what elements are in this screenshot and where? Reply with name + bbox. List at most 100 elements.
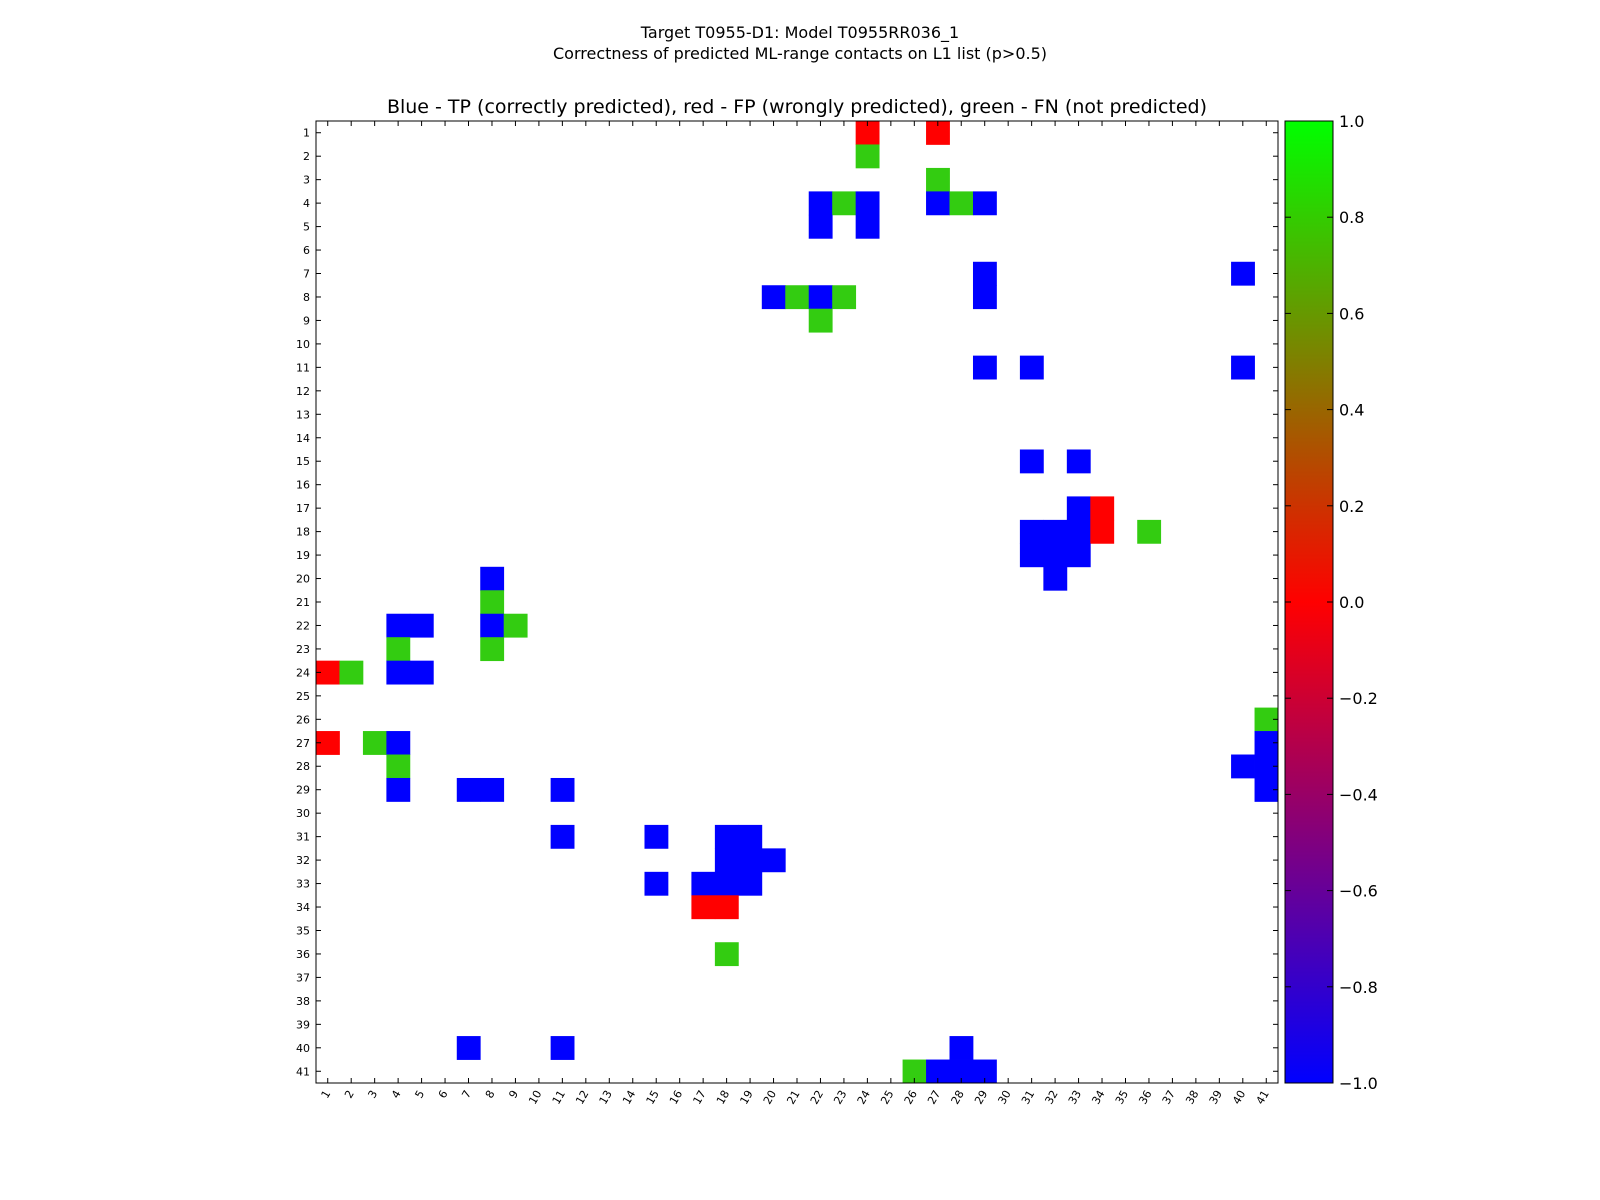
- x-tick-label-18: 18: [714, 1088, 732, 1107]
- cell-tp-19-32: [1043, 543, 1068, 568]
- cell-tp-33-15: [644, 871, 669, 896]
- cell-tp-18-31: [1019, 519, 1044, 544]
- y-tick-label-11: 11: [296, 361, 310, 374]
- x-tick-label-30: 30: [996, 1088, 1014, 1107]
- cell-fn-21-8: [480, 590, 505, 615]
- cell-tp-40-11: [550, 1036, 575, 1060]
- x-tick-label-25: 25: [878, 1088, 896, 1107]
- cell-tp-5-24: [855, 214, 880, 239]
- cell-tp-8-22: [808, 285, 833, 310]
- x-tick-label-38: 38: [1183, 1088, 1201, 1107]
- cell-tp-27-41: [1254, 731, 1279, 755]
- y-tick-label-40: 40: [296, 1042, 310, 1055]
- cell-tp-40-28: [949, 1036, 974, 1060]
- y-tick-label-20: 20: [296, 573, 310, 586]
- cell-fn-4-28: [949, 191, 974, 216]
- cell-fp-1-27: [926, 121, 950, 145]
- colorbar-tick-label-0: 1.0: [1339, 112, 1364, 131]
- x-tick-label-14: 14: [620, 1088, 638, 1107]
- x-tick-label-20: 20: [761, 1088, 779, 1107]
- heatmap-cells: [316, 121, 1279, 1084]
- cell-tp-18-33: [1066, 519, 1091, 544]
- x-tick-label-8: 8: [483, 1088, 498, 1101]
- cell-tp-32-19: [738, 848, 763, 873]
- colorbar-tick-label-2: 0.6: [1339, 304, 1364, 323]
- x-tick-label-41: 41: [1254, 1088, 1272, 1107]
- y-tick-label-26: 26: [296, 713, 310, 726]
- y-tick-label-16: 16: [296, 479, 310, 492]
- colorbar-tick-label-8: −0.6: [1339, 882, 1378, 901]
- y-tick-label-21: 21: [296, 596, 310, 609]
- y-tick-label-33: 33: [296, 878, 310, 891]
- y-tick-label-32: 32: [296, 854, 310, 867]
- cell-tp-31-15: [644, 824, 669, 849]
- y-tick-label-34: 34: [296, 901, 310, 914]
- cell-tp-22-5: [409, 613, 434, 638]
- x-tick-label-1: 1: [319, 1088, 334, 1101]
- cell-fn-23-8: [480, 637, 505, 662]
- cell-tp-20-8: [480, 566, 505, 591]
- cell-fp-17-34: [1090, 496, 1115, 521]
- cell-tp-24-5: [409, 660, 434, 685]
- x-tick-label-15: 15: [644, 1088, 662, 1107]
- axis-ticks: 1122334455667788991010111112121313141415…: [296, 121, 1278, 1107]
- cell-tp-29-7: [456, 777, 481, 802]
- cell-tp-27-4: [386, 731, 411, 755]
- x-tick-label-35: 35: [1113, 1088, 1131, 1107]
- colorbar-ticks: 1.0 0.8 0.6 0.4 0.2 0.0 −0.2 −0.4 −0.6 −0.8 −1.0: [1285, 112, 1378, 1093]
- cell-fn-36-18: [714, 942, 739, 967]
- x-tick-label-9: 9: [506, 1088, 521, 1101]
- y-tick-label-22: 22: [296, 619, 310, 632]
- cell-fn-27-3: [362, 731, 387, 755]
- y-tick-label-23: 23: [296, 643, 310, 656]
- y-tick-label-36: 36: [296, 948, 310, 961]
- y-tick-label-17: 17: [296, 502, 310, 515]
- x-tick-label-5: 5: [412, 1088, 427, 1101]
- x-tick-label-32: 32: [1042, 1088, 1060, 1107]
- cell-fn-9-22: [808, 308, 833, 333]
- cell-tp-32-18: [714, 848, 739, 873]
- y-tick-label-27: 27: [296, 737, 310, 750]
- x-tick-label-31: 31: [1019, 1088, 1037, 1107]
- chart-title: Target T0955-D1: Model T0955RR036_1: [640, 23, 959, 43]
- cell-tp-4-24: [855, 191, 880, 216]
- x-tick-label-12: 12: [573, 1088, 591, 1107]
- x-tick-label-7: 7: [459, 1088, 474, 1101]
- y-tick-label-31: 31: [296, 831, 310, 844]
- colorbar-tick-label-7: −0.4: [1339, 785, 1378, 804]
- y-tick-label-5: 5: [303, 221, 310, 234]
- y-tick-label-12: 12: [296, 385, 310, 398]
- x-tick-label-6: 6: [436, 1088, 451, 1101]
- cell-fn-4-23: [832, 191, 857, 216]
- cell-tp-28-41: [1254, 754, 1279, 779]
- y-tick-label-30: 30: [296, 807, 310, 820]
- cell-tp-22-4: [386, 613, 411, 638]
- cell-tp-31-18: [714, 824, 739, 849]
- cell-tp-8-20: [761, 285, 786, 310]
- x-tick-label-29: 29: [972, 1088, 990, 1107]
- cell-fp-27-1: [316, 731, 340, 755]
- cell-fn-28-4: [386, 754, 411, 779]
- x-tick-label-10: 10: [526, 1088, 544, 1107]
- cell-tp-8-29: [972, 285, 997, 310]
- x-tick-label-26: 26: [902, 1088, 920, 1107]
- x-tick-label-37: 37: [1160, 1088, 1178, 1107]
- y-tick-label-14: 14: [296, 432, 310, 445]
- cell-fn-2-24: [855, 144, 880, 169]
- cell-fn-18-36: [1137, 519, 1162, 544]
- cell-fn-24-2: [339, 660, 364, 685]
- y-tick-label-3: 3: [303, 174, 310, 187]
- cell-tp-31-11: [550, 824, 575, 849]
- cell-tp-19-33: [1066, 543, 1091, 568]
- cell-tp-7-40: [1231, 261, 1255, 286]
- y-tick-label-8: 8: [303, 291, 310, 304]
- cell-tp-31-19: [738, 824, 763, 849]
- x-tick-label-34: 34: [1089, 1088, 1107, 1107]
- cell-tp-4-27: [926, 191, 950, 216]
- y-tick-label-39: 39: [296, 1018, 310, 1031]
- cell-tp-4-22: [808, 191, 833, 216]
- y-tick-label-10: 10: [296, 338, 310, 351]
- x-tick-label-2: 2: [342, 1088, 357, 1101]
- y-tick-label-35: 35: [296, 924, 310, 937]
- cell-tp-17-33: [1066, 496, 1091, 521]
